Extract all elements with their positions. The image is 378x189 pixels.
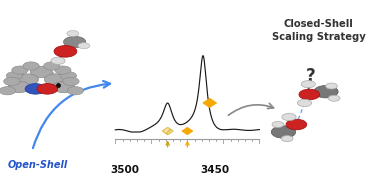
Circle shape [299,89,320,100]
Circle shape [0,87,15,95]
Circle shape [25,84,46,94]
Circle shape [272,122,284,128]
Text: Closed-Shell
Scaling Strategy: Closed-Shell Scaling Strategy [272,19,366,42]
Circle shape [325,83,338,89]
Circle shape [30,66,53,78]
Circle shape [23,62,39,70]
Circle shape [44,74,67,85]
Circle shape [328,95,340,101]
Circle shape [8,81,30,93]
Text: ?: ? [306,67,316,85]
Circle shape [37,84,58,94]
Circle shape [55,66,71,74]
Text: 3500: 3500 [110,165,139,175]
Circle shape [281,136,293,142]
Circle shape [314,85,338,98]
Circle shape [67,31,79,36]
Circle shape [282,113,296,121]
Circle shape [301,81,315,88]
Circle shape [297,99,311,107]
Text: Open-Shell: Open-Shell [8,160,68,170]
Circle shape [271,126,296,138]
Circle shape [67,87,84,95]
Polygon shape [203,98,217,108]
Text: 3450: 3450 [200,165,230,175]
Circle shape [78,43,90,49]
Circle shape [43,62,60,70]
Circle shape [6,72,23,80]
Circle shape [16,74,39,85]
Polygon shape [162,127,173,135]
Polygon shape [182,127,193,135]
Circle shape [286,119,307,130]
Circle shape [60,72,76,80]
Circle shape [51,57,65,64]
Circle shape [63,77,79,85]
Circle shape [53,81,75,93]
Circle shape [64,36,86,48]
Circle shape [12,66,28,74]
Circle shape [54,46,77,57]
Circle shape [4,77,20,85]
